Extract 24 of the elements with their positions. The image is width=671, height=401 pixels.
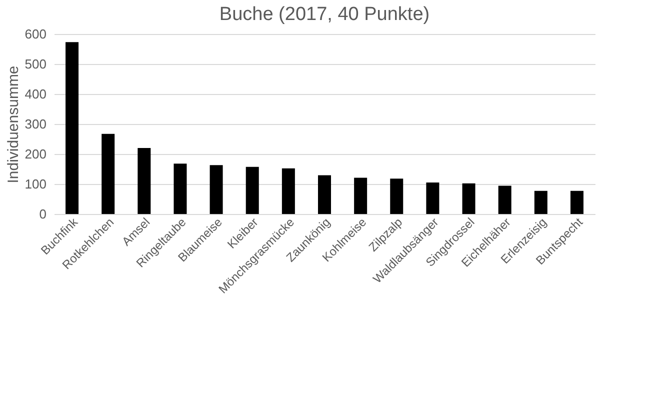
- bar: [570, 190, 584, 214]
- bar: [138, 148, 151, 214]
- bar: [462, 183, 476, 214]
- bar: [390, 178, 404, 214]
- y-tick-label: 500: [24, 56, 46, 72]
- bar: [498, 186, 512, 214]
- y-tick-label: 300: [24, 116, 46, 132]
- y-tick-label: 0: [39, 206, 46, 222]
- bar: [282, 168, 295, 214]
- y-tick-label: 200: [24, 146, 46, 162]
- bar: [174, 164, 187, 214]
- y-tick-label: 400: [24, 86, 46, 102]
- bar: [318, 175, 331, 214]
- bar: [354, 178, 368, 214]
- bar: [66, 42, 79, 214]
- y-tick-label: 100: [24, 176, 46, 192]
- bar: [426, 182, 440, 214]
- y-axis-title: Individuensumme: [4, 66, 22, 184]
- bar: [246, 166, 259, 214]
- bar: [534, 190, 548, 214]
- y-tick-label: 600: [24, 26, 46, 42]
- bar: [102, 134, 115, 214]
- bar: [210, 165, 223, 214]
- chart-title: Buche (2017, 40 Punkte): [219, 4, 430, 25]
